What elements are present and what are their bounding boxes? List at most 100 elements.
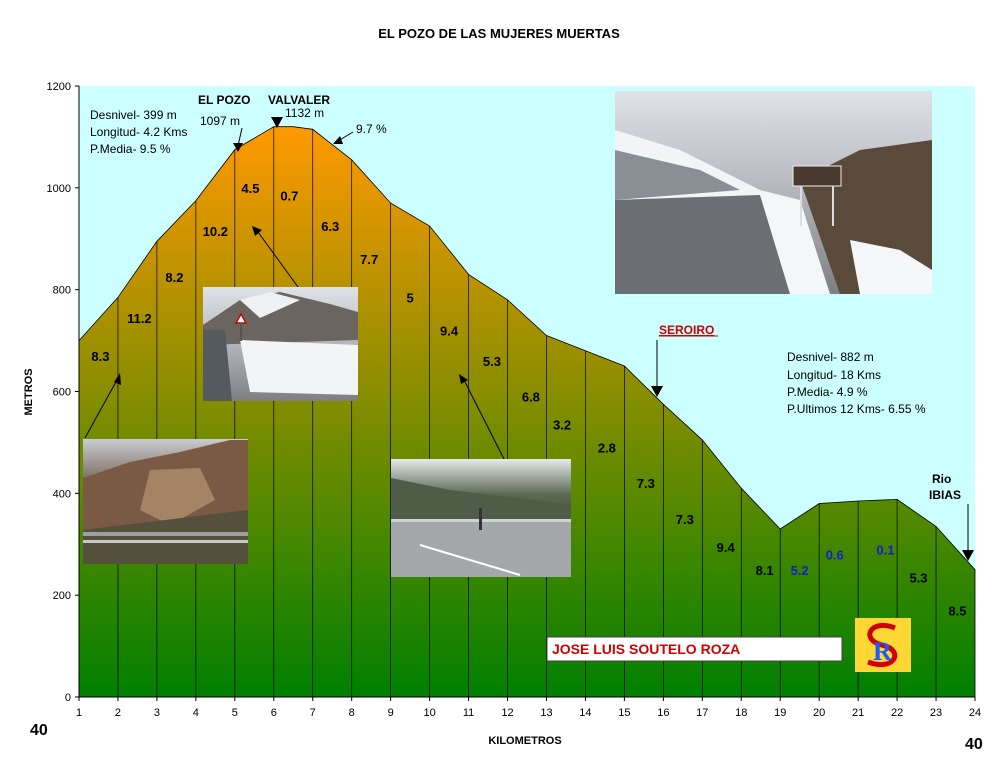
segment-grade-label: 7.3 xyxy=(637,476,655,491)
segment-grade-label: 5.2 xyxy=(791,563,809,578)
left-stat-desnivel: Desnivel- 399 m xyxy=(90,108,177,122)
valvaler-arrowhead xyxy=(271,117,283,128)
left-stats: Desnivel- 399 m Longitud- 4.2 Kms P.Medi… xyxy=(90,108,187,156)
segment-grade-label: 0.1 xyxy=(876,542,894,557)
max-grade-arrowhead xyxy=(333,136,343,144)
x-tick-label: 15 xyxy=(618,707,630,719)
segment-grade-label: 2.8 xyxy=(598,441,616,456)
y-tick-label: 600 xyxy=(53,387,71,399)
left-stat-longitud: Longitud- 4.2 Kms xyxy=(90,125,187,139)
segment-grade-label: 8.3 xyxy=(91,349,109,364)
rio-arrowhead xyxy=(962,550,974,561)
y-tick-labels: 0 200 400 600 800 1000 1200 xyxy=(47,81,71,704)
segment-grade-label: 5 xyxy=(407,290,414,305)
x-tick-label: 22 xyxy=(891,707,903,719)
segment-grade-label: 0.6 xyxy=(826,548,844,563)
corner-number-left: 40 xyxy=(30,722,48,739)
right-stat-longitud: Longitud- 18 Kms xyxy=(787,368,881,382)
x-tick-label: 21 xyxy=(852,707,864,719)
axes xyxy=(75,85,976,701)
y-tick-label: 1200 xyxy=(47,81,71,93)
y-tick-label: 1000 xyxy=(47,183,71,195)
photo-snowy-road-sign xyxy=(203,287,358,401)
y-tick-label: 400 xyxy=(53,488,71,500)
x-tick-label: 6 xyxy=(271,707,277,719)
x-tick-label: 4 xyxy=(193,707,199,719)
photo2-pointer xyxy=(257,231,299,288)
photo3-pointer-head xyxy=(459,374,468,384)
photo2-pointer-head xyxy=(252,226,262,236)
segment-grade-label: 5.3 xyxy=(483,354,501,369)
x-tick-label: 1 xyxy=(76,707,82,719)
segment-grade-label: 8.2 xyxy=(165,270,183,285)
max-grade-label: 9.7 % xyxy=(356,122,387,136)
profile-area xyxy=(78,126,976,698)
y-axis-label: METROS xyxy=(23,368,35,415)
segment-grade-label: 7.3 xyxy=(676,512,694,527)
segment-grade-label: 5.3 xyxy=(909,570,927,585)
segment-grade-label: 7.7 xyxy=(360,252,378,267)
x-tick-label: 5 xyxy=(232,707,238,719)
photo-pass-sign xyxy=(615,91,932,294)
right-stat-pmedia: P.Media- 4.9 % xyxy=(787,385,868,399)
segment-grade-label: 8.5 xyxy=(948,604,966,619)
seroiro-arrowhead xyxy=(651,386,663,397)
x-tick-label: 2 xyxy=(115,707,121,719)
author-name: JOSE LUIS SOUTELO ROZA xyxy=(552,641,740,657)
logo-letter: R xyxy=(873,637,892,666)
y-tick-label: 200 xyxy=(53,590,71,602)
x-tick-label: 18 xyxy=(735,707,747,719)
photo1-pointer xyxy=(84,379,118,439)
segment-grade-label: 8.1 xyxy=(756,563,774,578)
y-tick-label: 0 xyxy=(65,692,71,704)
el-pozo-arrowhead xyxy=(233,143,243,152)
x-tick-label: 13 xyxy=(540,707,552,719)
x-tick-label: 20 xyxy=(813,707,825,719)
seroiro-label: SEROIRO xyxy=(659,323,714,337)
x-axis-label: KILOMETROS xyxy=(488,735,561,747)
segment-grade-label: 9.4 xyxy=(717,540,736,555)
photo-rocky-hillside xyxy=(83,439,248,564)
y-tick-label: 800 xyxy=(53,285,71,297)
x-tick-label: 9 xyxy=(388,707,394,719)
segment-grade-label: 6.8 xyxy=(522,390,540,405)
x-tick-label: 12 xyxy=(501,707,513,719)
segment-grade-label: 3.2 xyxy=(553,418,571,433)
author-box xyxy=(546,636,843,662)
valvaler-label: VALVALER xyxy=(268,93,330,107)
right-stat-desnivel: Desnivel- 882 m xyxy=(787,350,874,364)
right-stats: Desnivel- 882 m Longitud- 18 Kms P.Media… xyxy=(787,350,926,416)
chart-title: EL POZO DE LAS MUJERES MUERTAS xyxy=(378,26,620,41)
x-tick-label: 16 xyxy=(657,707,669,719)
segment-grade-label: 9.4 xyxy=(440,323,459,338)
rio-label: Rio xyxy=(932,472,951,486)
photo3-pointer xyxy=(463,379,505,460)
photo-road-green-hills xyxy=(391,459,571,577)
right-stat-ultimos: P.Ultimos 12 Kms- 6.55 % xyxy=(787,402,926,416)
x-tick-label: 24 xyxy=(969,707,981,719)
x-tick-label: 23 xyxy=(930,707,942,719)
x-tick-label: 10 xyxy=(423,707,435,719)
author-logo: R xyxy=(855,618,911,672)
segment-grade-label: 10.2 xyxy=(203,224,228,239)
segment-grade-labels: 8.3 11.2 8.2 10.2 4.5 0.7 6.3 7.7 5 9.4 5.3 6.8 3.2 2… xyxy=(91,181,966,619)
segment-grade-label: 4.5 xyxy=(241,181,259,196)
x-tick-label: 3 xyxy=(154,707,160,719)
valvaler-altitude: 1132 m xyxy=(285,106,324,120)
el-pozo-label: EL POZO xyxy=(198,93,250,107)
segment-grade-label: 11.2 xyxy=(127,311,152,326)
x-tick-label: 14 xyxy=(579,707,591,719)
segment-grade-label: 0.7 xyxy=(280,189,298,204)
left-stat-pmedia: P.Media- 9.5 % xyxy=(90,142,171,156)
x-tick-labels: 1 2 3 4 5 6 7 8 9 10 11 12 13 14 15 16 17 18 19 20 21 22 23 24 xyxy=(76,707,981,719)
segment-grade-label: 6.3 xyxy=(321,219,339,234)
ibias-label: IBIAS xyxy=(929,488,961,502)
corner-number-right: 40 xyxy=(965,736,983,753)
x-tick-label: 7 xyxy=(310,707,316,719)
x-tick-label: 11 xyxy=(463,707,474,719)
x-tick-label: 8 xyxy=(349,707,355,719)
photo1-pointer-head xyxy=(114,373,121,385)
x-tick-label: 19 xyxy=(774,707,786,719)
x-tick-label: 17 xyxy=(696,707,708,719)
